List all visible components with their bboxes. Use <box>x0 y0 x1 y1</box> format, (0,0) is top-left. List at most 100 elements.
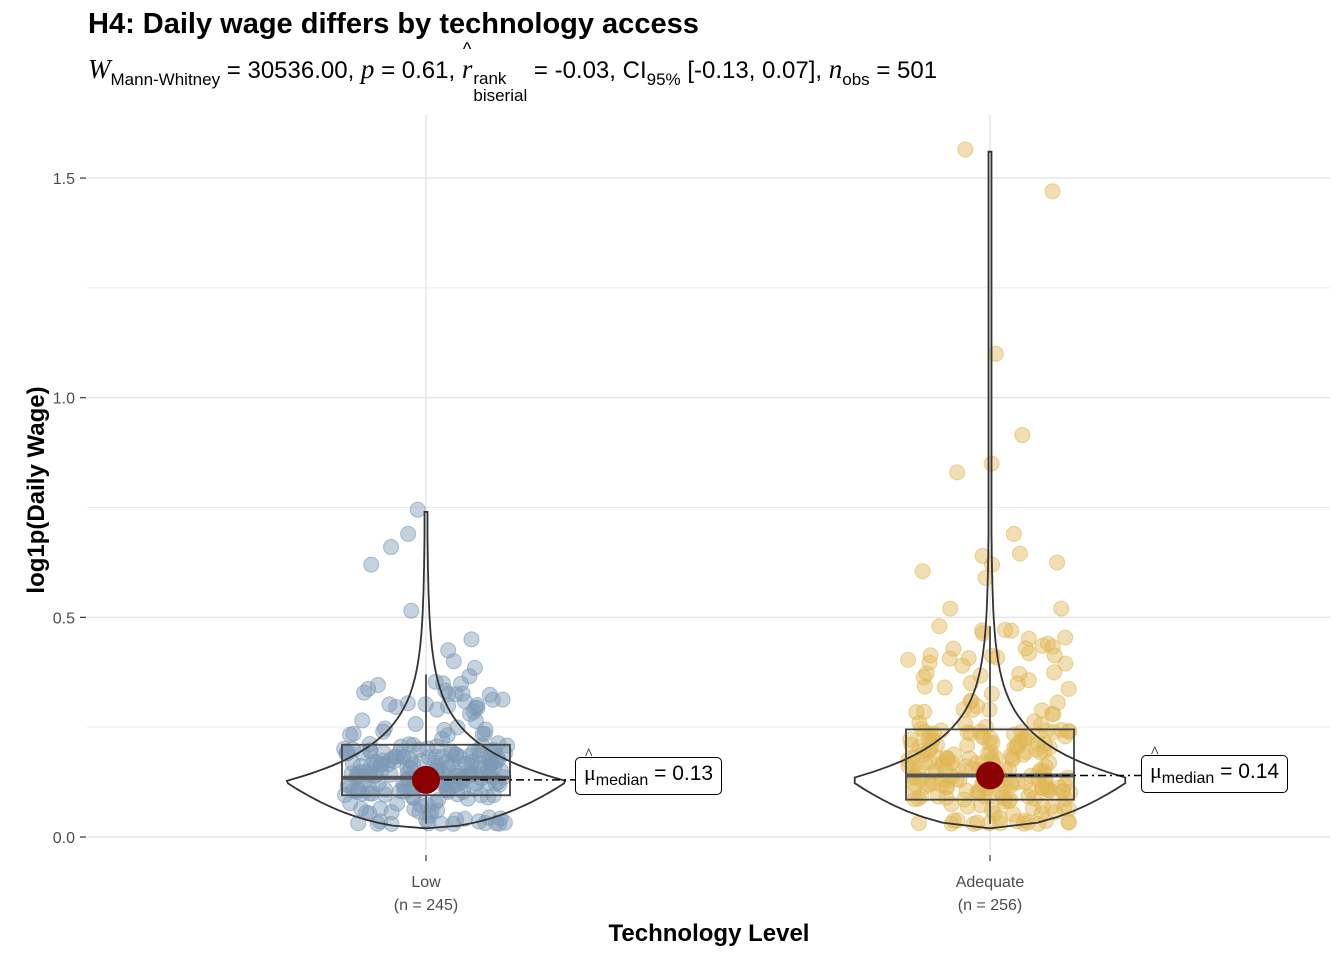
data-point <box>1020 645 1037 662</box>
grid-lines <box>87 115 1330 852</box>
x-axis-title: Technology Level <box>609 920 810 947</box>
data-point <box>920 731 937 748</box>
data-point <box>481 686 498 703</box>
data-point <box>1014 427 1031 444</box>
statistic-symbol: W <box>88 54 111 84</box>
median-subscript: median <box>595 772 649 789</box>
data-point <box>403 602 420 619</box>
x-tick-label: Low <box>411 874 441 891</box>
data-point <box>962 675 979 692</box>
data-point <box>477 721 494 738</box>
data-point <box>375 723 392 740</box>
data-point <box>939 750 956 767</box>
data-point <box>361 785 378 802</box>
data-point <box>1044 183 1061 200</box>
y-tick-label: 1.5 <box>53 171 75 188</box>
data-point <box>490 735 507 752</box>
data-point <box>1016 812 1033 829</box>
data-point <box>436 721 453 738</box>
x-tick-label: Adequate <box>956 874 1025 891</box>
data-point <box>1020 672 1037 689</box>
data-point <box>445 653 462 670</box>
data-point <box>409 501 426 518</box>
effect-value: -0.03 <box>554 57 610 84</box>
p-symbol: p <box>360 54 375 84</box>
data-point <box>945 812 962 829</box>
data-point <box>983 685 1000 702</box>
y-axis-title: log1p(Daily Wage) <box>23 386 50 593</box>
y-tick-label: 1.0 <box>53 391 75 408</box>
data-point <box>977 718 994 735</box>
median-subscript: median <box>1161 770 1215 787</box>
effect-superscript: rank <box>473 69 507 88</box>
data-point <box>969 698 986 715</box>
data-point <box>465 703 482 720</box>
effect-symbol: r <box>461 54 473 84</box>
data-point <box>440 783 457 800</box>
data-point <box>1062 784 1079 801</box>
data-point <box>1057 629 1074 646</box>
hat-accent: ^ <box>1151 744 1159 761</box>
data-point <box>389 795 406 812</box>
data-point <box>1041 754 1058 771</box>
data-point <box>486 758 503 775</box>
x-tick-count: (n = 256) <box>958 897 1022 914</box>
data-point <box>1011 734 1028 751</box>
data-point <box>400 525 417 542</box>
ci-value: [-0.13, 0.07] <box>687 57 816 84</box>
chart-subtitle: WMann-Whitney = 30536.00, p = 0.61, ^ r ra… <box>88 39 938 105</box>
x-tick-count: (n = 245) <box>394 897 458 914</box>
data-point <box>1011 665 1028 682</box>
data-point <box>900 651 917 668</box>
data-point <box>921 753 938 770</box>
data-point <box>938 789 955 806</box>
data-point <box>428 701 445 718</box>
median-marker <box>976 761 1004 790</box>
n-symbol: n <box>828 54 843 84</box>
violins <box>285 150 1127 830</box>
data-point <box>958 782 975 799</box>
effect-subscript: biserial <box>473 86 528 105</box>
hat-accent: ^ <box>585 746 593 763</box>
data-point <box>921 654 938 671</box>
data-point <box>908 704 925 721</box>
data-point <box>443 755 460 772</box>
y-tick-label: 0.0 <box>53 830 75 847</box>
data-point <box>466 659 483 676</box>
data-point <box>1003 622 1020 639</box>
data-point <box>1049 694 1066 711</box>
data-point <box>354 712 371 729</box>
data-point <box>942 600 959 617</box>
data-point <box>1034 781 1051 798</box>
data-point <box>449 719 466 736</box>
data-point <box>350 815 367 832</box>
data-point <box>360 680 377 697</box>
data-point <box>1060 680 1077 697</box>
data-point <box>1046 647 1063 664</box>
data-point <box>1057 655 1074 672</box>
data-point <box>453 675 470 692</box>
data-point <box>949 464 966 481</box>
data-point <box>980 745 997 762</box>
data-point <box>395 749 412 766</box>
iqr-box <box>341 743 511 797</box>
data-point <box>997 790 1014 807</box>
data-point <box>959 798 976 815</box>
median-marker <box>412 765 440 794</box>
data-point <box>466 781 483 798</box>
data-point <box>361 780 378 797</box>
n-subscript: obs <box>842 70 870 89</box>
data-point <box>914 563 931 580</box>
violin-outline <box>853 150 1127 830</box>
data-point <box>496 814 513 831</box>
data-point <box>957 141 974 158</box>
data-point <box>991 809 1008 826</box>
data-point <box>1049 554 1066 571</box>
jitter-points <box>336 141 1079 832</box>
data-point <box>383 539 400 556</box>
data-point <box>945 640 962 657</box>
data-point <box>454 685 471 702</box>
data-point <box>407 715 424 732</box>
data-point <box>936 679 953 696</box>
